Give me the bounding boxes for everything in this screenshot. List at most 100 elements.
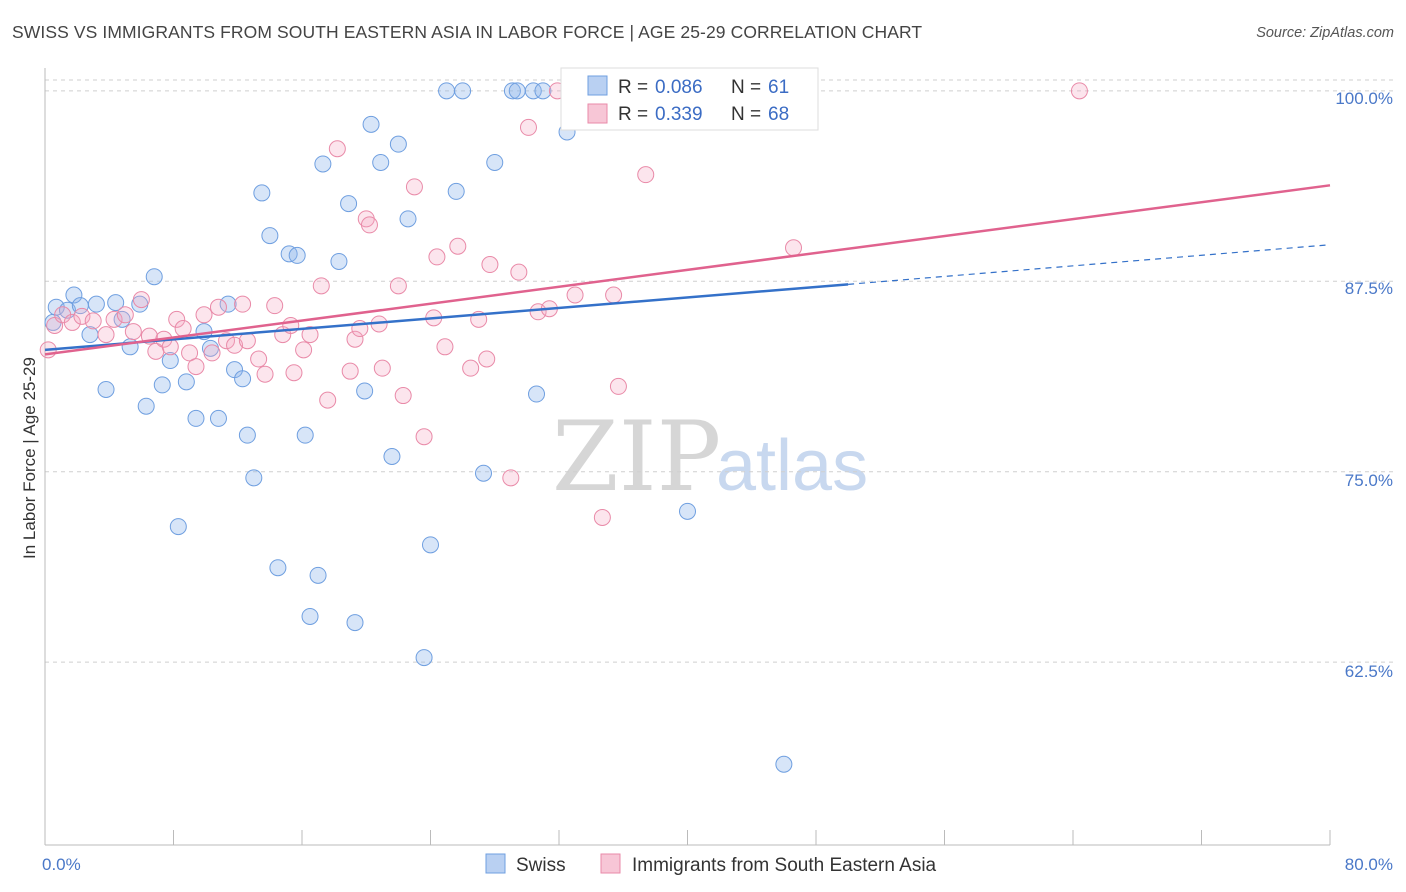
x-tick-label-80: 80.0% xyxy=(1345,855,1393,874)
point-sea-25 xyxy=(238,332,256,350)
point-sea-6 xyxy=(97,326,115,344)
point-sea-33 xyxy=(301,326,319,344)
point-swiss-8 xyxy=(107,294,125,312)
point-swiss-25 xyxy=(238,426,256,444)
chart-title: SWISS VS IMMIGRANTS FROM SOUTH EASTERN A… xyxy=(12,22,923,42)
point-sea-44 xyxy=(389,277,407,295)
legend-n-label-sea: N = xyxy=(731,104,761,125)
point-sea-8 xyxy=(116,306,134,324)
point-swiss-50 xyxy=(475,464,493,482)
point-swiss-31 xyxy=(288,246,306,264)
point-sea-9 xyxy=(124,323,142,341)
point-sea-65 xyxy=(609,377,627,395)
point-sea-27 xyxy=(256,365,274,383)
y-axis-label: In Labor Force | Age 25-29 xyxy=(20,357,39,559)
point-swiss-26 xyxy=(245,469,263,487)
point-sea-18 xyxy=(187,358,205,376)
point-swiss-60 xyxy=(775,755,793,773)
point-swiss-17 xyxy=(177,373,195,391)
trend-line-swiss-extension xyxy=(848,244,1331,285)
point-sea-38 xyxy=(346,330,364,348)
point-sea-20 xyxy=(203,344,221,362)
point-swiss-41 xyxy=(372,153,390,171)
legend-n-value-sea: 68 xyxy=(768,104,789,125)
point-swiss-46 xyxy=(422,536,439,554)
point-sea-63 xyxy=(593,508,611,526)
point-sea-41 xyxy=(360,216,378,234)
legend-r-value-swiss: 0.086 xyxy=(655,77,703,98)
source-label: Source: ZipAtlas.com xyxy=(1256,25,1394,41)
point-sea-64 xyxy=(605,286,623,304)
y-tick-label-100: 100.0% xyxy=(1335,89,1393,108)
bottom-legend-swatch-sea xyxy=(600,853,621,874)
legend-n-label-swiss: N = xyxy=(731,77,761,98)
point-sea-47 xyxy=(415,428,433,446)
point-swiss-27 xyxy=(253,184,271,202)
point-swiss-42 xyxy=(383,448,401,465)
point-sea-21 xyxy=(209,298,227,316)
watermark-zip: ZIP xyxy=(552,401,721,513)
bottom-legend-label-sea: Immigrants from South Eastern Asia xyxy=(632,855,937,876)
point-swiss-16 xyxy=(169,518,187,536)
point-sea-68 xyxy=(1070,82,1088,100)
point-sea-57 xyxy=(510,263,528,281)
point-swiss-18 xyxy=(187,409,205,427)
point-sea-36 xyxy=(328,140,346,158)
point-sea-35 xyxy=(319,391,337,409)
point-sea-19 xyxy=(195,306,213,324)
point-sea-51 xyxy=(449,237,467,255)
point-sea-49 xyxy=(428,248,446,266)
point-sea-3 xyxy=(63,313,81,331)
point-sea-16 xyxy=(174,320,192,338)
point-swiss-44 xyxy=(399,210,417,228)
bottom-legend-label-swiss: Swiss xyxy=(516,855,566,876)
point-swiss-52 xyxy=(503,82,521,100)
point-sea-26 xyxy=(250,350,268,368)
point-sea-45 xyxy=(394,387,412,405)
point-sea-34 xyxy=(312,277,330,295)
point-sea-5 xyxy=(84,312,102,330)
bottom-legend-swatch-swiss xyxy=(485,853,506,874)
point-swiss-28 xyxy=(261,227,279,245)
point-sea-67 xyxy=(785,239,803,257)
point-swiss-43 xyxy=(389,135,407,153)
y-tick-label-87-5: 87.5% xyxy=(1345,279,1393,298)
point-swiss-35 xyxy=(314,155,332,173)
axes xyxy=(44,68,1331,846)
point-sea-52 xyxy=(462,359,480,377)
legend-swatch-swiss xyxy=(587,75,608,96)
point-sea-46 xyxy=(405,178,423,196)
trend-line-swiss xyxy=(44,283,849,352)
point-swiss-22 xyxy=(219,295,237,313)
legend-swatch-sea xyxy=(587,103,608,124)
point-swiss-34 xyxy=(309,566,327,584)
point-swiss-32 xyxy=(296,426,314,444)
point-swiss-49 xyxy=(454,82,472,100)
data-points xyxy=(39,82,1088,773)
series-legend: Swiss Immigrants from South Eastern Asia xyxy=(485,853,937,876)
point-swiss-38 xyxy=(346,614,364,632)
point-sea-56 xyxy=(502,469,520,487)
point-swiss-33 xyxy=(301,607,319,625)
y-tick-label-75: 75.0% xyxy=(1345,471,1393,490)
trend-line-sea xyxy=(44,184,1331,356)
point-sea-7 xyxy=(105,310,123,328)
point-swiss-48 xyxy=(447,182,465,200)
point-swiss-6 xyxy=(87,295,105,313)
point-swiss-12 xyxy=(137,397,155,415)
point-sea-58 xyxy=(519,118,537,136)
point-sea-22 xyxy=(218,332,236,350)
point-swiss-47 xyxy=(438,82,456,100)
point-swiss-51 xyxy=(486,153,504,171)
point-swiss-14 xyxy=(153,376,171,394)
x-tick-label-0: 0.0% xyxy=(42,855,81,874)
point-swiss-55 xyxy=(528,385,546,403)
point-sea-32 xyxy=(295,341,313,359)
y-tick-label-62-5: 62.5% xyxy=(1345,662,1393,681)
point-sea-62 xyxy=(566,286,584,304)
point-swiss-53 xyxy=(508,82,526,100)
point-swiss-15 xyxy=(161,352,179,370)
point-sea-50 xyxy=(436,338,454,356)
point-sea-23 xyxy=(226,336,244,354)
